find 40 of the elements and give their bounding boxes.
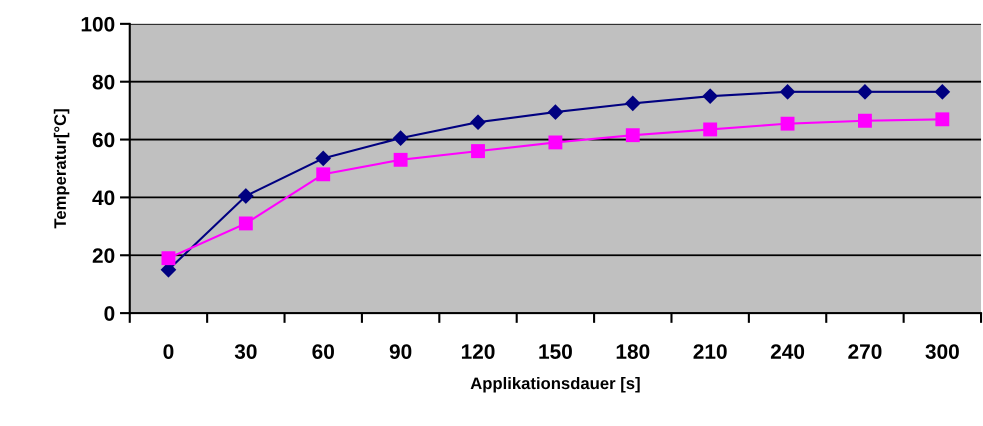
- x-tick-label: 120: [462, 344, 495, 359]
- point: [702, 88, 718, 104]
- point: [625, 96, 640, 111]
- y-tick-label: 20: [92, 248, 114, 264]
- x-axis-title: Applikationsdauer [s]: [470, 376, 640, 393]
- point: [858, 114, 872, 128]
- x-tick-label: 300: [925, 344, 959, 359]
- x-tick-label: 240: [770, 344, 804, 359]
- y-tick-label: 60: [92, 132, 114, 148]
- point: [316, 150, 331, 166]
- point: [626, 128, 640, 142]
- point: [780, 84, 796, 100]
- point: [316, 167, 330, 182]
- point: [162, 251, 176, 266]
- point: [470, 114, 486, 130]
- point: [548, 104, 563, 120]
- x-tick-label: 210: [694, 344, 727, 359]
- point: [394, 152, 408, 167]
- point: [935, 112, 950, 126]
- point: [548, 136, 562, 150]
- y-tick-label: 40: [92, 190, 114, 206]
- x-tick-label: 0: [163, 344, 174, 359]
- point: [238, 188, 254, 204]
- point: [471, 144, 485, 158]
- point: [934, 84, 950, 100]
- y-axis-title: Temperatur[°C]: [54, 109, 70, 228]
- x-tick-label: 60: [312, 344, 334, 359]
- point: [393, 130, 408, 146]
- point: [238, 216, 253, 230]
- y-tick-label: 80: [92, 74, 114, 90]
- x-tick-label: 30: [234, 344, 257, 359]
- y-tick-label: 0: [104, 306, 114, 321]
- point: [780, 116, 795, 131]
- x-tick-label: 180: [616, 344, 650, 359]
- x-tick-label: 150: [539, 344, 572, 359]
- x-tick-label: 270: [848, 344, 882, 359]
- x-tick-label: 90: [390, 344, 412, 359]
- point: [857, 84, 873, 100]
- point: [703, 122, 718, 136]
- y-tick-label: 100: [82, 16, 114, 32]
